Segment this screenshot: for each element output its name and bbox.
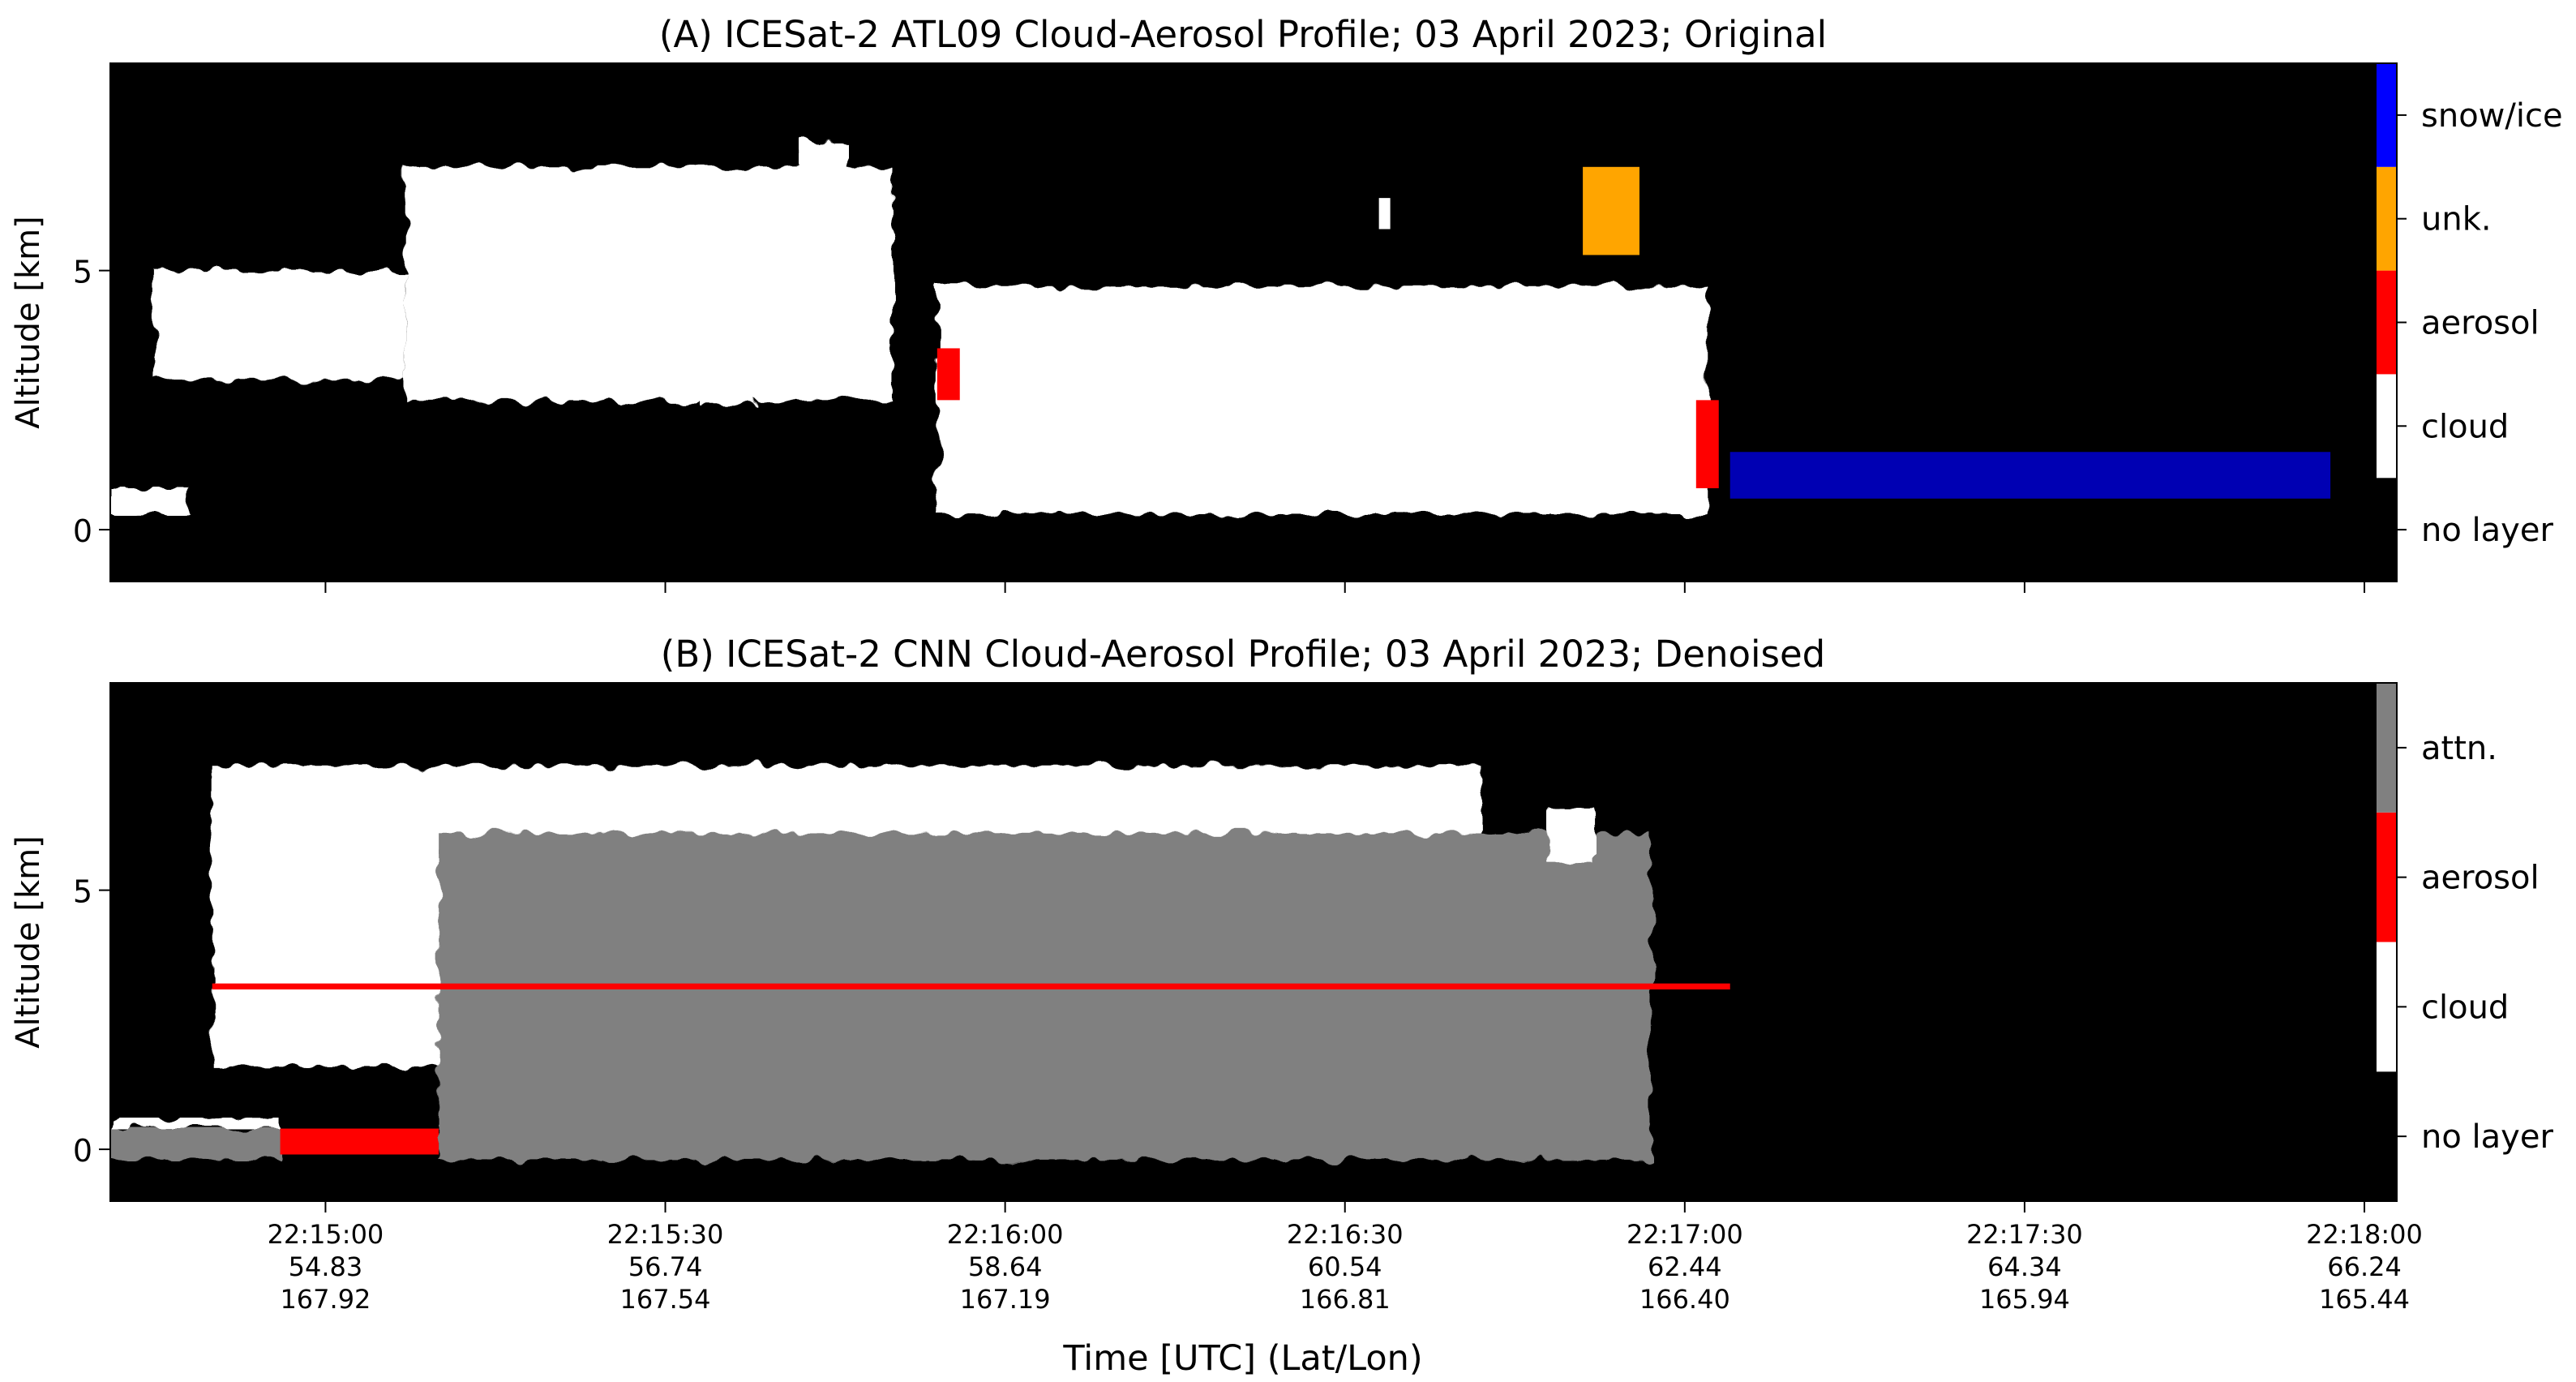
- x-tick-label-lat: 56.74: [628, 1251, 703, 1282]
- colorbar-segment: [2376, 1071, 2397, 1201]
- x-tick-label-time: 22:16:00: [947, 1219, 1064, 1250]
- x-tick-label-lat: 60.54: [1308, 1251, 1382, 1282]
- chart-title: (B) ICESat-2 CNN Cloud-Aerosol Profile; …: [661, 633, 1825, 676]
- layer-cloud: [699, 337, 757, 406]
- x-tick-label-lon: 165.94: [1979, 1284, 2070, 1315]
- layer-cloud: [1378, 198, 1391, 230]
- colorbar-label: cloud: [2421, 989, 2509, 1026]
- x-tick-label-lat: 66.24: [2327, 1251, 2402, 1282]
- x-tick-label-lon: 166.40: [1639, 1284, 1730, 1315]
- x-tick-label-lon: 165.44: [2319, 1284, 2410, 1315]
- y-axis-label: Altitude [km]: [10, 216, 47, 428]
- panel-B: (B) ICESat-2 CNN Cloud-Aerosol Profile; …: [10, 633, 2553, 1379]
- x-axis-label: Time [UTC] (Lat/Lon): [1062, 1338, 1422, 1379]
- x-tick-label-time: 22:15:30: [607, 1219, 724, 1250]
- x-tick-label-lon: 166.81: [1300, 1284, 1391, 1315]
- x-tick-label-time: 22:17:30: [1966, 1219, 2083, 1250]
- layer-aerosol: [212, 983, 1730, 989]
- y-tick-label: 0: [73, 1133, 92, 1169]
- layer-snowice: [1729, 452, 2331, 499]
- colorbar-label: no layer: [2421, 1118, 2553, 1156]
- layer-attn: [439, 833, 1651, 1160]
- x-tick-label-time: 22:16:30: [1287, 1219, 1404, 1250]
- y-axis-label: Altitude [km]: [10, 835, 47, 1048]
- x-tick-label-lat: 58.64: [968, 1251, 1043, 1282]
- colorbar-label: cloud: [2421, 408, 2509, 445]
- x-tick-label-time: 22:18:00: [2306, 1219, 2423, 1250]
- colorbar-label: aerosol: [2421, 305, 2540, 342]
- colorbar-segment: [2376, 63, 2397, 167]
- layer-unk: [1583, 166, 1639, 255]
- layer-cloud: [110, 487, 190, 514]
- layer-cloud: [110, 1118, 281, 1129]
- layer-aerosol: [1695, 400, 1719, 488]
- layer-cloud: [1549, 807, 1595, 865]
- x-tick-label-lon: 167.92: [280, 1284, 371, 1315]
- layer-cloud: [155, 270, 405, 380]
- x-tick-label-time: 22:15:00: [268, 1219, 384, 1250]
- chart-title: (A) ICESat-2 ATL09 Cloud-Aerosol Profile…: [659, 13, 1827, 56]
- colorbar-segment: [2376, 166, 2397, 271]
- colorbar-segment: [2376, 683, 2397, 813]
- layer-cloud: [937, 285, 1708, 514]
- layer-cloud: [801, 140, 847, 255]
- colorbar-segment: [2376, 270, 2397, 375]
- layer-aerosol: [280, 1128, 439, 1155]
- colorbar-label: attn.: [2421, 730, 2497, 767]
- panel-A: (A) ICESat-2 ATL09 Cloud-Aerosol Profile…: [10, 13, 2563, 593]
- colorbar-segment: [2376, 942, 2397, 1072]
- layer-aerosol: [937, 348, 960, 401]
- colorbar-frame: [2375, 682, 2398, 1202]
- y-tick-label: 0: [73, 513, 92, 549]
- colorbar-label: aerosol: [2421, 860, 2540, 897]
- x-tick-label-lat: 62.44: [1648, 1251, 1722, 1282]
- colorbar-segment: [2376, 478, 2397, 582]
- x-tick-label-time: 22:17:00: [1627, 1219, 1743, 1250]
- x-tick-label-lon: 167.54: [620, 1284, 711, 1315]
- x-tick-label-lat: 64.34: [1987, 1251, 2062, 1282]
- colorbar-frame: [2375, 62, 2398, 582]
- colorbar-label: no layer: [2421, 512, 2553, 549]
- x-tick-label-lat: 54.83: [289, 1251, 363, 1282]
- x-tick-label-lon: 167.19: [960, 1284, 1051, 1315]
- layer-attn: [110, 1128, 281, 1160]
- colorbar-label: snow/ice: [2421, 97, 2563, 135]
- colorbar-segment: [2376, 812, 2397, 942]
- colorbar-label: unk.: [2421, 201, 2492, 238]
- layers: [110, 766, 1730, 1160]
- colorbar-segment: [2376, 374, 2397, 479]
- layers: [110, 140, 2331, 514]
- y-tick-label: 5: [73, 874, 92, 910]
- y-tick-label: 5: [73, 255, 92, 290]
